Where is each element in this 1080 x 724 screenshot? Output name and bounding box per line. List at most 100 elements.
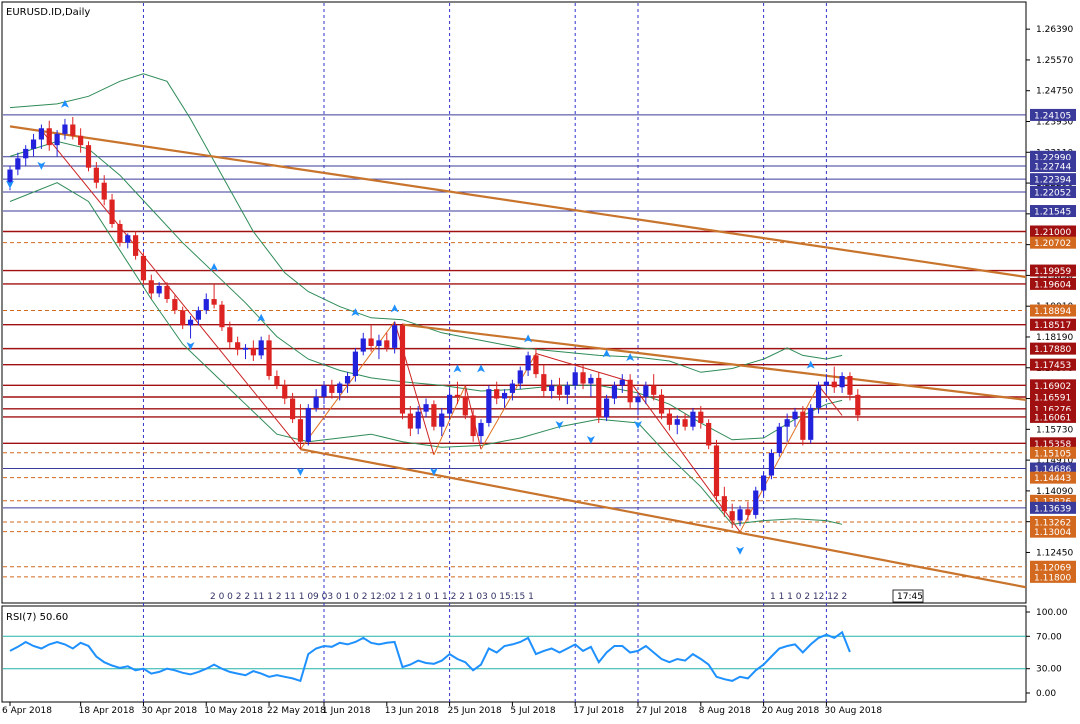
candle [290, 392, 296, 423]
candle [792, 407, 798, 427]
candle-body [470, 415, 476, 437]
candle-body [580, 372, 586, 384]
rsi-tick-label: 0.00 [1036, 689, 1056, 699]
candle-body [855, 394, 861, 416]
candle [117, 220, 123, 247]
candle-body [38, 128, 44, 140]
candle-body [423, 404, 429, 412]
candle-body [745, 509, 751, 515]
candle [407, 406, 413, 437]
candle [439, 407, 445, 437]
rsi-tick-label: 30.00 [1036, 665, 1062, 675]
candle [823, 374, 829, 393]
fractal-arrow [524, 334, 533, 343]
candle-body [195, 310, 201, 320]
date-label: 5 Jul 2018 [510, 706, 555, 716]
price-tick-label: 1.24750 [1036, 87, 1073, 97]
price-level-tag [1030, 525, 1076, 538]
candle-body [227, 327, 233, 343]
fractal-arrow [806, 360, 815, 369]
price-level-tag [1030, 515, 1076, 528]
candle [486, 385, 492, 427]
rsi-indicator: 100.00 70.00 30.00 0.00 [3, 608, 1068, 699]
candle-body [698, 411, 704, 423]
candle [674, 415, 680, 435]
band-lower-line [9, 182, 843, 525]
candle-body [376, 340, 382, 346]
candle-body [93, 167, 99, 183]
candle-body [658, 394, 665, 414]
candle-body [250, 347, 256, 356]
fractal-arrow [296, 467, 305, 476]
candle-body [831, 381, 837, 388]
fractal-arrows [6, 99, 815, 555]
candle [501, 389, 508, 408]
fractal-arrow [257, 313, 266, 322]
zigzag-segment [818, 385, 843, 416]
candle-body [674, 419, 680, 425]
price-tick-label: 1.23930 [1036, 117, 1073, 127]
price-level-label: 1.22990 [1034, 153, 1071, 163]
price-level-tag [1030, 318, 1076, 331]
candle-body [808, 407, 814, 440]
candle [784, 413, 790, 442]
candle-body [360, 338, 366, 352]
candle-body [533, 355, 539, 375]
price-level-label: 1.22052 [1034, 188, 1071, 198]
candle-body [46, 128, 52, 146]
date-label: 30 Aug 2018 [824, 706, 882, 716]
candle-body [368, 338, 374, 346]
zigzag-segment [41, 129, 301, 450]
candle [101, 175, 107, 206]
price-level-tag [1030, 304, 1076, 317]
candle [776, 422, 782, 457]
candle [800, 406, 806, 446]
candle [556, 377, 563, 401]
candle [125, 233, 131, 249]
date-label: 20 Aug 2018 [762, 706, 820, 716]
candle-body [352, 351, 358, 377]
candle [109, 193, 115, 228]
price-level-label: 1.14686 [1034, 465, 1071, 475]
price-level-label: 1.22744 [1034, 163, 1071, 173]
candle [549, 379, 555, 399]
fractal-arrow [60, 99, 69, 108]
candle [698, 406, 704, 429]
candle [344, 372, 351, 393]
candle-body [792, 411, 798, 420]
candle [282, 379, 288, 405]
candle [706, 419, 712, 450]
candle [78, 128, 84, 153]
candle [596, 372, 602, 423]
price-level-label: 1.13262 [1034, 518, 1071, 528]
candle-body [297, 419, 304, 442]
price-tick-label: 1.14910 [1036, 456, 1073, 466]
candle-body [478, 422, 484, 437]
candle-body [619, 379, 625, 386]
candle [384, 332, 390, 352]
candle-body [431, 404, 437, 427]
candle [611, 381, 618, 405]
candle [580, 364, 586, 390]
rsi-tick-label: 100.00 [1036, 608, 1068, 618]
candle-body [454, 394, 461, 397]
fractal-arrow [37, 161, 46, 170]
horizontal-levels [3, 114, 1026, 578]
candle [46, 120, 52, 151]
countdown-timer: 17:45 [897, 592, 923, 602]
candle-body [713, 445, 720, 497]
candle [360, 332, 366, 356]
price-tick-label: 1.26390 [1036, 25, 1073, 35]
zigzag [41, 129, 843, 533]
time-marker-strip-right: 1 1 1 0 2 12 12 2 [770, 592, 847, 602]
candle [494, 381, 500, 405]
candle [643, 381, 649, 405]
candle-body [274, 376, 280, 386]
candle [187, 315, 194, 339]
candle-body [643, 385, 649, 397]
zigzag-segment [433, 385, 466, 456]
candle-body [203, 299, 209, 311]
candle [831, 366, 837, 393]
